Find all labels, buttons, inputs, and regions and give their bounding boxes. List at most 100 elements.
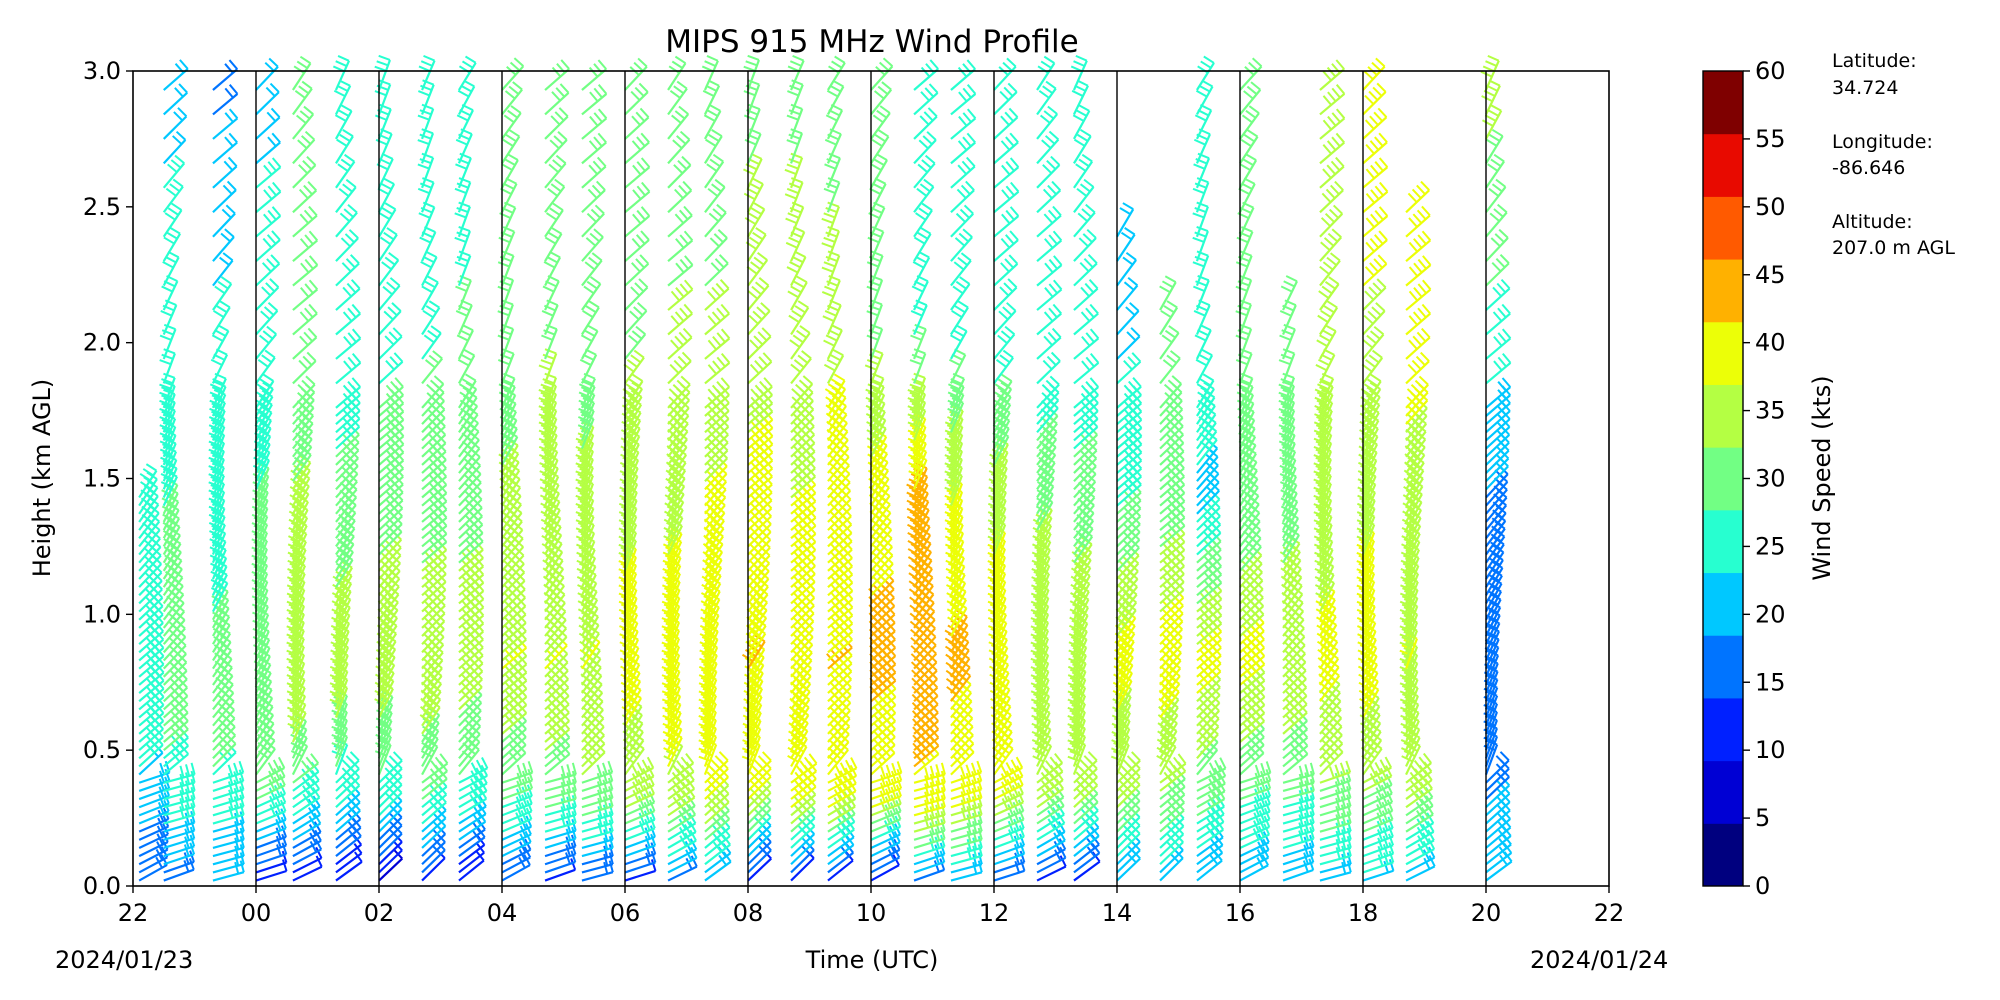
barb-flag (345, 178, 357, 188)
barb-flag (596, 156, 607, 168)
barb-flag (224, 136, 234, 147)
barb-flag (219, 256, 230, 266)
barb-shaft (211, 410, 226, 441)
barb-flag (184, 812, 190, 825)
barb-flag (429, 379, 441, 390)
barb-shaft (212, 743, 237, 768)
barb-flag (163, 538, 175, 546)
barb-flag (177, 107, 188, 118)
barb-flag (210, 578, 223, 586)
barb-shaft (212, 717, 236, 743)
barb-flag (510, 105, 522, 114)
wind-barb (255, 842, 288, 866)
wind-barb (212, 811, 245, 833)
barb-flag (634, 282, 645, 293)
barb-flag (273, 776, 281, 789)
barb-flag (304, 234, 314, 245)
barb-flag (214, 285, 226, 295)
barb-flag (213, 581, 226, 590)
barb-flag (159, 383, 172, 390)
barb-flag (163, 372, 176, 379)
barb-shaft (255, 647, 271, 678)
wind-barb (162, 178, 184, 213)
barb-flag (216, 305, 228, 314)
wind-barb (211, 593, 230, 629)
barb-flag (299, 213, 310, 224)
barb-shaft (335, 860, 363, 882)
barb-flag (417, 187, 430, 195)
wind-barb (212, 276, 233, 311)
barb-flag (384, 202, 396, 211)
barb-flag (392, 327, 403, 338)
barb-flag (597, 84, 608, 95)
wind-barb (544, 83, 570, 116)
barb-shaft (212, 700, 235, 727)
barb-flag (165, 524, 178, 533)
barb-flag (341, 759, 352, 770)
barb-shaft (255, 861, 287, 874)
wind-barb (255, 808, 287, 833)
barb-flag (224, 228, 235, 238)
barb-flag (301, 379, 312, 390)
barb-flag (635, 111, 646, 122)
barb-shaft (162, 610, 186, 637)
barb-flag (512, 81, 523, 91)
barb-shaft (254, 630, 270, 661)
barb-shaft (212, 780, 244, 792)
wind-barb (335, 279, 361, 311)
barb-flag (306, 155, 317, 166)
barb-flag (228, 789, 234, 802)
barb-flag (552, 159, 563, 169)
wind-barb (162, 519, 181, 556)
barb-flag (460, 84, 473, 93)
barb-flag (336, 138, 348, 147)
barb-flag (211, 595, 223, 603)
wind-barb (161, 495, 180, 531)
barb-shaft (162, 543, 182, 572)
wind-barb (255, 254, 281, 287)
barb-shaft (255, 286, 280, 311)
wind-barb (159, 348, 176, 384)
barb-flag (157, 802, 165, 814)
barb-flag (139, 472, 151, 482)
wind-barb (163, 778, 196, 801)
barb-flag (183, 860, 190, 873)
barb-shaft (255, 705, 274, 735)
barb-shaft (212, 854, 245, 866)
barb-flag (430, 760, 440, 771)
wind-barb (624, 157, 651, 189)
wind-barb (581, 59, 607, 91)
barb-flag (255, 701, 267, 709)
barb-flag (593, 112, 603, 123)
wind-barb (581, 84, 608, 116)
barb-flag (211, 334, 224, 342)
barb-flag (224, 112, 234, 123)
barb-shaft (163, 91, 188, 116)
barb-flag (228, 132, 238, 144)
barb-flag (161, 497, 174, 505)
barb-flag (375, 138, 388, 146)
barb-flag (279, 782, 287, 795)
barb-flag (158, 778, 165, 791)
wind-barb (163, 858, 195, 882)
barb-flag (214, 598, 226, 606)
barb-flag (344, 233, 355, 243)
barb-flag (509, 61, 521, 72)
barb-flag (351, 303, 361, 315)
wind-barb (292, 180, 318, 214)
wind-barb (211, 584, 229, 621)
barb-flag (211, 587, 223, 595)
barb-flag (212, 611, 224, 620)
barb-flag (260, 682, 273, 691)
barb-shaft (255, 784, 286, 801)
barb-flag (280, 816, 287, 829)
barb-flag (275, 818, 282, 831)
wind-barb (255, 816, 287, 841)
barb-shaft (544, 115, 569, 140)
barb-shaft (212, 93, 239, 116)
barb-flag (262, 373, 274, 382)
barb-flag (179, 798, 185, 811)
barb-flag (544, 236, 557, 245)
barb-flag (278, 765, 286, 778)
barb-flag (167, 207, 179, 216)
